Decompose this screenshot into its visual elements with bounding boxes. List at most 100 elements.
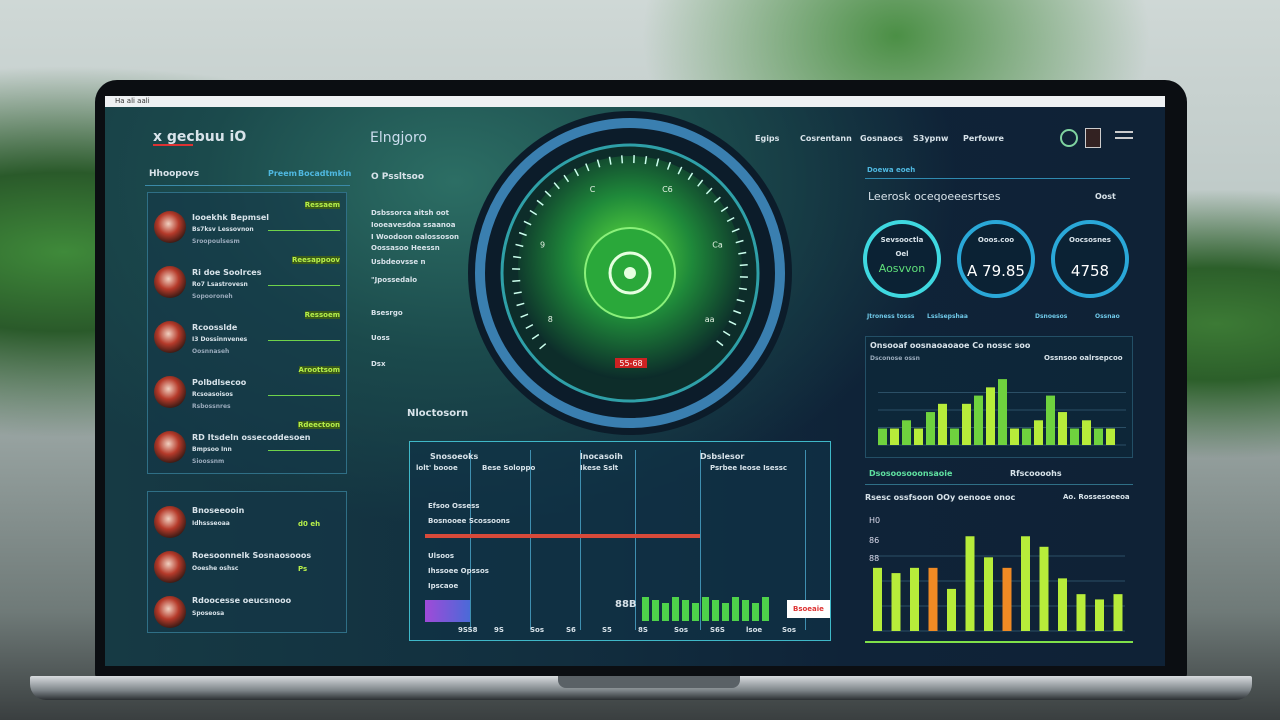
bar-8 — [1021, 536, 1030, 631]
mini-bar — [752, 603, 759, 621]
gauge-tick — [728, 320, 737, 326]
item-sub: Sioossnm — [192, 458, 225, 465]
mini-bar — [702, 597, 709, 621]
right-panel-tag[interactable]: Oost — [1095, 192, 1116, 201]
item-meta: Sposeosa — [192, 610, 225, 617]
gauge-tick — [544, 190, 552, 198]
gauge-tick-label: C6 — [662, 185, 673, 194]
bar-10 — [998, 379, 1007, 445]
target-icon — [608, 251, 652, 295]
bar-4 — [947, 588, 956, 631]
list-item[interactable]: Roesoonnelk Sosnaosooos Ooeshe oshsc Ps — [148, 541, 346, 596]
item-sub: Sopooroneh — [192, 293, 233, 300]
gauge-tick — [523, 220, 532, 226]
nav-item-2[interactable]: Gosnaocs — [860, 134, 903, 143]
list-item[interactable]: Reesappoov Ri doe Soolrces Ro7 Lsastrovesn… — [148, 256, 346, 311]
table-footer-label: 9SS8 — [458, 626, 478, 634]
bar-12 — [1095, 599, 1104, 631]
mid-line-1: Iooeavesdoa ssaanoa — [371, 221, 456, 229]
column-subheader: Ikese Sslt — [580, 464, 619, 472]
item-meta: Rcsoasoisos — [192, 391, 233, 398]
chart-1-legend: Ossnsoo oalrsepcoo — [1044, 354, 1123, 362]
gauge-tick — [655, 158, 660, 167]
table-row[interactable]: Ihssoee Opssos — [428, 567, 489, 575]
gauge-tick — [733, 309, 742, 315]
gauge-tick — [513, 291, 522, 295]
left-link-1[interactable]: Bocadtmkin — [298, 169, 352, 178]
chart-1-panel: Onsooaf oosnaoaoaoe Co nossc soo Ossnsoo… — [865, 336, 1133, 458]
mid-line-6: Bsesrgo — [371, 309, 403, 317]
gauge-tick — [677, 166, 683, 175]
item-tag: Reesappoov — [292, 256, 340, 264]
list-item[interactable]: Aroottsom Polbdlsecoo Rcsoasoisos Rsbossnre… — [148, 366, 346, 421]
item-name: Bnoseeooin — [192, 506, 245, 515]
bar-5 — [965, 536, 975, 631]
list-item[interactable]: Rdoocesse oeucsnooo Sposeosa — [148, 586, 346, 641]
kpi-label: Ooos.coo — [977, 236, 1015, 244]
bar-4 — [926, 412, 935, 445]
item-tag: Ressoem — [304, 311, 340, 319]
laptop-notch — [558, 676, 740, 688]
kpi-circle[interactable]: Ooos.coo A 79.85 — [957, 220, 1035, 298]
item-name: Iooekhk Bepmsel — [192, 213, 270, 222]
logo[interactable]: x gecbuu iO — [153, 129, 247, 145]
table-row[interactable]: Ipscaoe — [428, 582, 459, 590]
left-link-0[interactable]: Preem — [268, 169, 297, 178]
gauge-tick — [585, 163, 590, 172]
column-header: lnocasoih — [580, 452, 623, 461]
mid-line-3: Oossasoo Heessn — [371, 244, 440, 252]
kpi-circle[interactable]: Oocsosnes 4758 — [1051, 220, 1129, 298]
gauge: 8 9 C C6 Ca aa 55-68 — [468, 111, 792, 435]
bar-9 — [1039, 546, 1049, 631]
gauge-tick — [735, 239, 744, 244]
data-table: Snosoeoks lnocasoih Dsbslesor lolt' boooe Be… — [409, 441, 831, 641]
dashboard-screen: Ha ali aali x gecbuu iO Elngjoro Hhoopov… — [105, 96, 1165, 666]
table-badge[interactable]: Bsoeaie — [787, 600, 830, 618]
nav-item-3[interactable]: S3ypnw — [913, 134, 949, 143]
gauge-tick-label: 8 — [548, 315, 553, 324]
gauge-tick — [722, 330, 731, 337]
mid-line-0: Dsbssorca aitsh oot — [371, 209, 449, 217]
bar-18 — [1094, 428, 1103, 445]
nav-item-1[interactable]: Cosrentann — [800, 134, 852, 143]
gauge-tick — [726, 216, 735, 223]
list-item[interactable]: Bnoseeooin Idhssseoaa d0 eh — [148, 496, 346, 551]
list-item[interactable]: Ressoem Rcoosslde I3 Dossinnvenes Oosnnaseh — [148, 311, 346, 366]
kpi-sub: Oel — [895, 250, 909, 258]
table-row[interactable]: Efsoo Ossess — [428, 502, 480, 510]
grid-line — [700, 450, 701, 630]
gauge-tick — [518, 231, 527, 237]
kpi-circle[interactable]: Sevsooctla Oel Aosvvon — [863, 220, 941, 298]
target-center — [624, 267, 636, 279]
table-row[interactable]: Ulsoos — [428, 552, 455, 560]
item-sub: Sroopoulsesm — [192, 238, 240, 245]
gauge-tick — [525, 323, 534, 330]
nav-item-0[interactable]: Egips — [755, 134, 780, 143]
menu-icon[interactable] — [1115, 131, 1133, 139]
nav-item-4[interactable]: Perfowre — [963, 134, 1004, 143]
gauge-tick-label: aa — [705, 315, 715, 324]
grid-line — [580, 450, 581, 630]
gauge-readout-box — [615, 358, 647, 368]
bar-0 — [873, 567, 882, 631]
item-meta: Bmpsoo Inn — [192, 446, 232, 453]
list-item[interactable]: Ressaem Iooekhk Bepmsel Bs7ksv Lessovnon Sr… — [148, 201, 346, 256]
gauge-tick — [520, 313, 529, 318]
bar-1 — [891, 573, 901, 631]
list-item[interactable]: Rdeectoon RD Itsdeln ossecoddesoen Bmpsoo … — [148, 421, 346, 476]
gauge-tick — [536, 199, 544, 206]
table-value: 88B — [615, 599, 637, 610]
kpi-label: Oocsosnes — [1069, 236, 1111, 244]
calendar-icon[interactable] — [1085, 128, 1101, 148]
status-ring-icon[interactable] — [1060, 129, 1078, 147]
bar-11 — [1010, 428, 1019, 445]
item-name: RD Itsdeln ossecoddesoen — [192, 433, 311, 442]
bar-13 — [1034, 420, 1043, 445]
kpi-value: A 79.85 — [967, 262, 1025, 280]
table-row[interactable]: Bosnooee Scossoons — [428, 517, 510, 525]
mid-line-7: Uoss — [371, 334, 390, 342]
bar-11 — [1076, 594, 1086, 631]
kpi-footer-label: Jtroness tosss — [867, 313, 915, 320]
mid-line-2: I Woodoon oalossoson — [371, 233, 460, 241]
table-footer-label: lsoe — [746, 626, 763, 634]
